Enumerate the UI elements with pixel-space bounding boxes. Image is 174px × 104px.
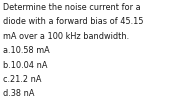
Text: d.38 nA: d.38 nA — [3, 89, 34, 98]
Text: a.10.58 mA: a.10.58 mA — [3, 46, 49, 55]
Text: c.21.2 nA: c.21.2 nA — [3, 75, 41, 84]
Text: b.10.04 nA: b.10.04 nA — [3, 61, 47, 70]
Text: Determine the noise current for a: Determine the noise current for a — [3, 3, 140, 12]
Text: mA over a 100 kHz bandwidth.: mA over a 100 kHz bandwidth. — [3, 32, 129, 41]
Text: diode with a forward bias of 45.15: diode with a forward bias of 45.15 — [3, 17, 143, 27]
